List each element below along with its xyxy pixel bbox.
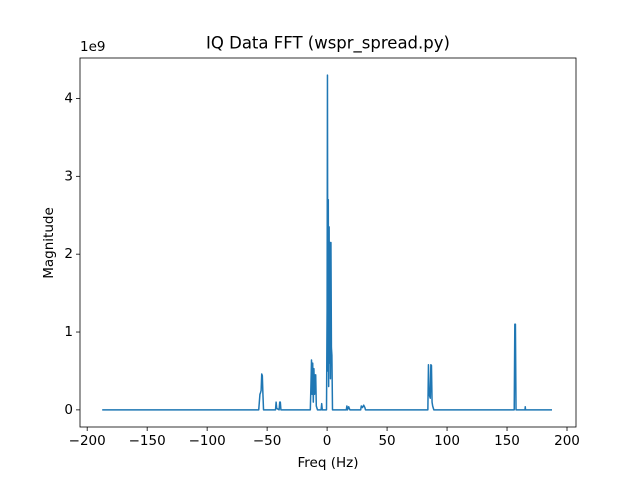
x-tick-label: −200 <box>69 433 106 449</box>
y-offset-label: 1e9 <box>80 39 105 55</box>
x-tick-label: −100 <box>189 433 226 449</box>
y-tick-label: 2 <box>64 246 73 262</box>
x-axis-label: Freq (Hz) <box>298 455 359 471</box>
y-tick-label: 4 <box>64 90 73 106</box>
x-tick-label: −150 <box>129 433 166 449</box>
y-tick-label: 3 <box>64 168 73 184</box>
x-tick-label: 200 <box>554 433 580 449</box>
x-tick-label: −50 <box>253 433 282 449</box>
y-tick-label: 0 <box>64 402 73 418</box>
x-tick-label: 50 <box>378 433 395 449</box>
x-tick-label: 100 <box>434 433 460 449</box>
y-tick-label: 1 <box>64 324 73 340</box>
line-series <box>102 74 553 411</box>
x-tick-label: 0 <box>323 433 332 449</box>
y-axis-label: Magnitude <box>41 207 57 279</box>
chart-title: IQ Data FFT (wspr_spread.py) <box>206 34 450 54</box>
x-tick-label: 150 <box>494 433 520 449</box>
axes-frame <box>79 57 577 428</box>
